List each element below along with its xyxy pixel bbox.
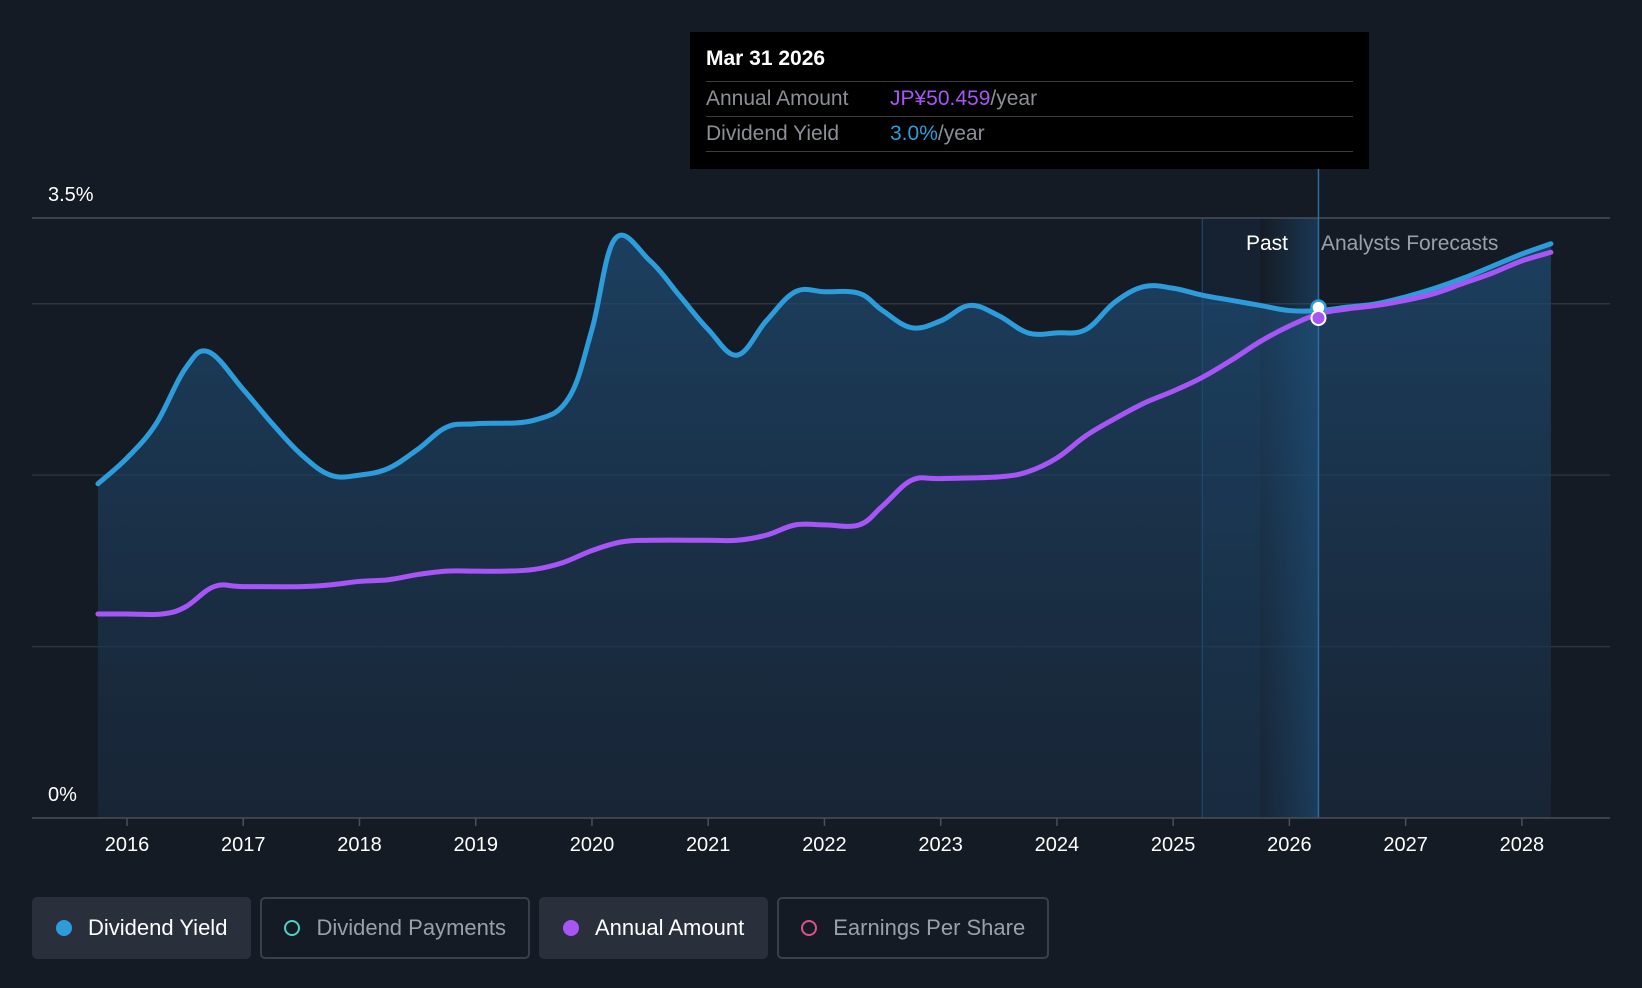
legend-earnings-per-share-ring-icon [801,920,818,936]
x-tick-label: 2018 [337,834,382,856]
y-tick-label-bottom: 0% [48,784,77,806]
legend-dividend-yield-label: Dividend Yield [88,915,228,940]
tooltip-annual-amount-unit: /year [990,87,1038,110]
past-region-band [1202,218,1261,818]
x-tick-label: 2028 [1500,834,1545,856]
tooltip-annual-amount-label: Annual Amount [706,87,849,110]
y-tick-label-top: 3.5% [48,184,94,206]
legend-dividend-yield-dot-icon [56,920,72,936]
legend-annual-amount-dot-icon [562,920,579,936]
x-tick-label: 2024 [1035,834,1080,856]
legend-dividend-payments-button[interactable]: Dividend Payments [260,897,530,959]
legend-earnings-per-share-label: Earnings Per Share [833,915,1026,940]
past-forecast-region [1201,169,1320,818]
forecast-label: Analysts Forecasts [1321,232,1498,255]
x-tick-label: 2026 [1267,834,1312,856]
tooltip-dividend-yield-row: Dividend Yield 3.0% /year [706,117,1353,152]
tooltip-dividend-yield-value: 3.0% [890,122,938,145]
past-label: Past [1246,232,1288,255]
x-tick-label: 2021 [686,834,731,856]
tooltip-dividend-yield-unit: /year [937,122,985,145]
legend-earnings-per-share-button[interactable]: Earnings Per Share [777,897,1050,959]
x-tick-label: 2025 [1151,834,1196,856]
x-tick-label: 2022 [802,834,847,856]
x-tick-label: 2020 [570,834,615,856]
legend-dividend-payments-label: Dividend Payments [316,915,506,940]
x-tick-label: 2016 [105,834,150,856]
legend-annual-amount-label: Annual Amount [594,915,745,940]
legend-dividend-yield-button[interactable]: Dividend Yield [32,897,252,959]
axes: 2016 2017 2018 2019 2020 2021 2022 2023 2024 2025… [32,817,1610,856]
legend-annual-amount-button[interactable]: Annual Amount [538,897,769,959]
tooltip-dividend-yield-label: Dividend Yield [706,122,840,145]
chart-labels: 3.5% 0% Past Analysts Forecasts [48,184,1498,806]
annual-amount-marker [1310,310,1327,326]
tooltip-date: Mar 31 2026 [706,44,1353,82]
tooltip-annual-amount-row: Annual Amount JP¥50.459 /year [706,82,1353,117]
tooltip-annual-amount-value: JP¥50.459 [890,87,991,110]
legend: Dividend Yield Dividend Payments Annual … [32,897,1050,959]
highlight-markers[interactable] [1310,299,1327,326]
legend-dividend-payments-ring-icon [284,920,301,936]
x-tick-label: 2027 [1383,834,1428,856]
chart-tooltip: Mar 31 2026 Annual Amount JP¥50.459 /yea… [690,32,1369,169]
x-tick-label: 2019 [453,834,498,856]
x-tick-label: 2023 [918,834,963,856]
x-tick-label: 2017 [221,834,266,856]
